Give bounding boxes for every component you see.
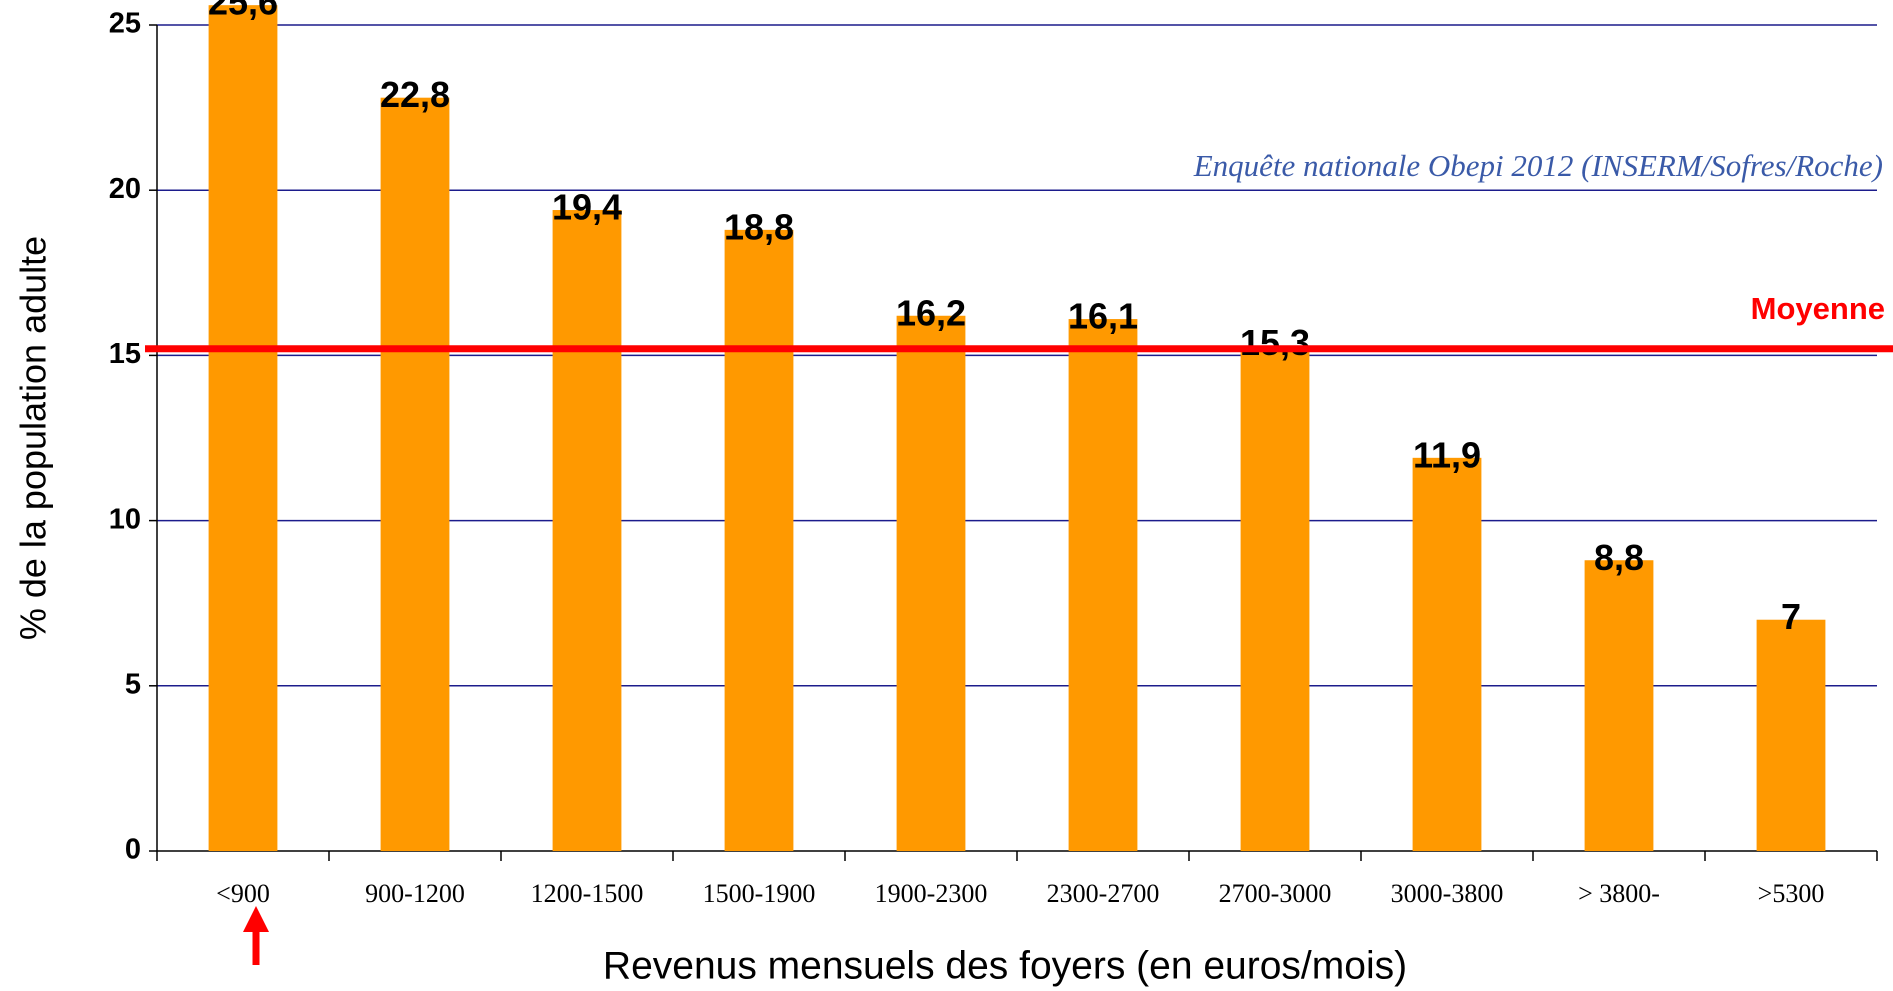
x-tick-label: 1200-1500	[531, 879, 644, 908]
bar	[1756, 619, 1826, 851]
y-tick-label: 25	[109, 8, 141, 40]
y-tick-label: 10	[109, 503, 141, 535]
bar	[1068, 319, 1138, 851]
value-label: 16,1	[1068, 296, 1138, 337]
bar	[1240, 345, 1310, 851]
x-axis-title: Revenus mensuels des foyers (en euros/mo…	[603, 944, 1407, 987]
y-tick-label: 5	[125, 668, 141, 700]
y-tick-label: 0	[125, 834, 141, 866]
x-tick-label: >5300	[1758, 879, 1825, 908]
x-tick-label: 2700-3000	[1219, 879, 1332, 908]
chart-subtitle: Enquête nationale Obepi 2012 (INSERM/Sof…	[1193, 148, 1883, 183]
y-axis-title: % de la population adulte	[13, 236, 54, 640]
value-label: 18,8	[724, 206, 794, 247]
bar	[552, 210, 622, 852]
x-tick-label: > 3800-	[1578, 879, 1660, 908]
value-label: 22,8	[380, 74, 450, 115]
bar	[380, 97, 450, 852]
value-label: 16,2	[896, 292, 966, 333]
reference-label: Moyenne	[1751, 291, 1885, 326]
bar	[1412, 457, 1482, 851]
value-label: 19,4	[552, 187, 622, 228]
bar	[724, 229, 794, 851]
value-label: 8,8	[1594, 537, 1644, 578]
y-tick-label: 15	[109, 338, 141, 370]
x-tick-label: <900	[216, 879, 270, 908]
value-label: 15,3	[1240, 322, 1310, 363]
value-label: 7	[1781, 596, 1801, 637]
x-tick-label: 900-1200	[365, 879, 465, 908]
y-tick-label: 20	[109, 173, 141, 205]
x-tick-label: 1900-2300	[875, 879, 988, 908]
x-tick-label: 2300-2700	[1047, 879, 1160, 908]
value-label: 25,6	[208, 0, 278, 23]
x-tick-label: 1500-1900	[703, 879, 816, 908]
arrow-head	[243, 906, 269, 932]
x-tick-label: 3000-3800	[1391, 879, 1504, 908]
bar	[1584, 560, 1654, 851]
value-label: 11,9	[1413, 434, 1481, 475]
bar	[896, 315, 966, 851]
bar	[208, 5, 278, 851]
